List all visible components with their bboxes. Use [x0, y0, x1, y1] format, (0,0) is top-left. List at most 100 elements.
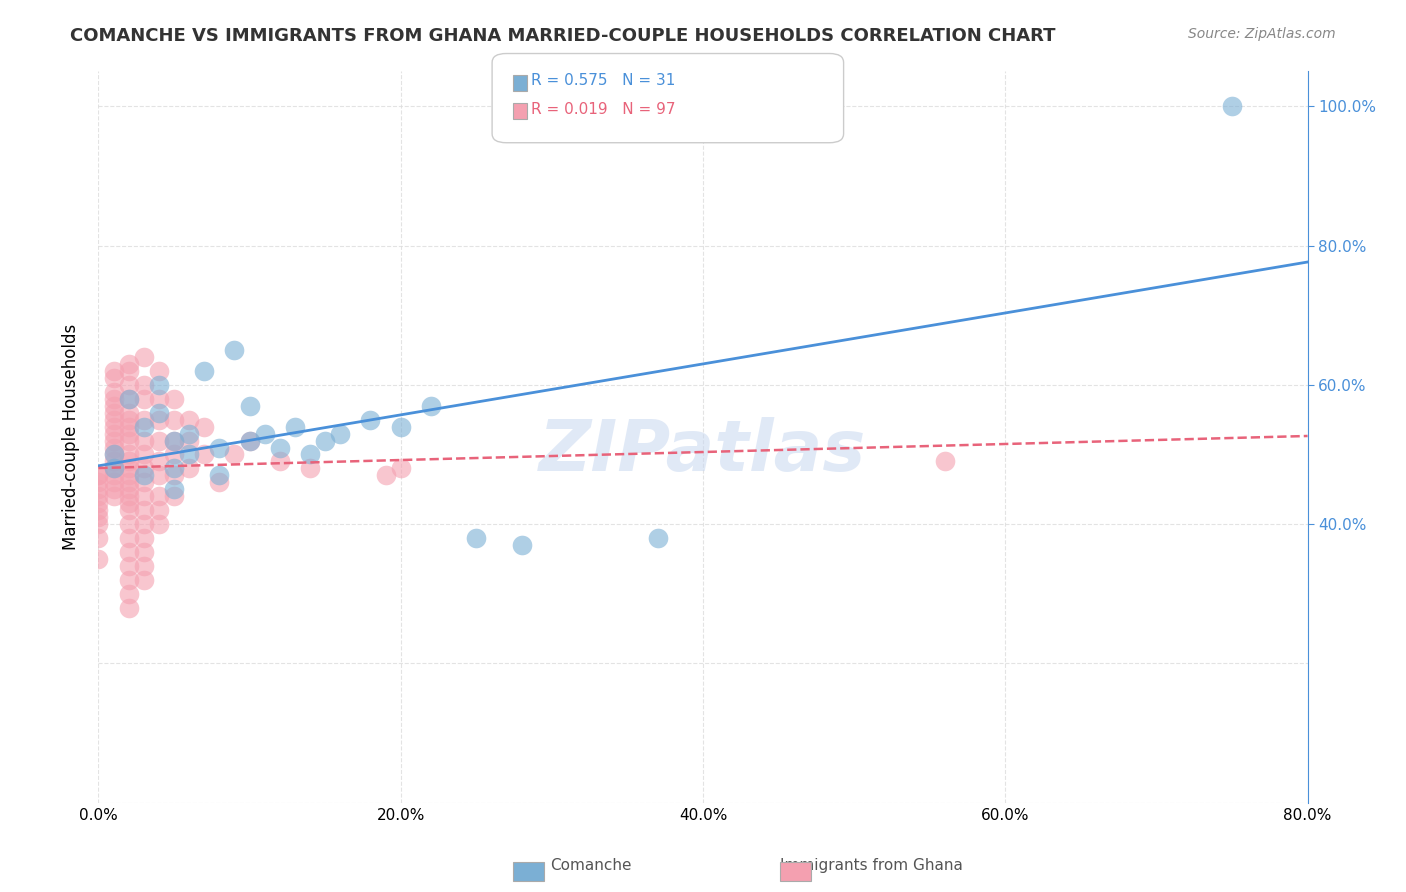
Point	[284, 419, 307, 434]
Point	[224, 343, 246, 357]
Point	[132, 448, 155, 462]
Point	[360, 412, 382, 426]
Point	[299, 448, 322, 462]
Point	[269, 441, 291, 455]
Point	[148, 468, 170, 483]
Point	[163, 448, 186, 462]
Point	[148, 392, 170, 406]
Point	[118, 531, 141, 545]
Point	[118, 496, 141, 510]
Point	[193, 419, 215, 434]
Point	[87, 468, 110, 483]
Point	[329, 426, 352, 441]
Point	[148, 364, 170, 378]
Point	[118, 545, 141, 559]
Point	[103, 441, 125, 455]
Point	[163, 434, 186, 448]
Point	[118, 357, 141, 371]
Point	[87, 510, 110, 524]
Point	[148, 454, 170, 468]
Point	[118, 587, 141, 601]
Point	[132, 489, 155, 503]
Point	[103, 475, 125, 490]
Point	[269, 454, 291, 468]
Point	[118, 377, 141, 392]
Point	[148, 412, 170, 426]
Text: COMANCHE VS IMMIGRANTS FROM GHANA MARRIED-COUPLE HOUSEHOLDS CORRELATION CHART: COMANCHE VS IMMIGRANTS FROM GHANA MARRIE…	[70, 27, 1056, 45]
Point	[118, 392, 141, 406]
Point	[208, 441, 231, 455]
Point	[208, 475, 231, 490]
Point	[148, 489, 170, 503]
Point	[103, 461, 125, 475]
Point	[118, 573, 141, 587]
Point	[132, 419, 155, 434]
Point	[103, 434, 125, 448]
Point	[132, 461, 155, 475]
Text: R = 0.019   N = 97: R = 0.019 N = 97	[531, 102, 676, 117]
Point	[253, 426, 276, 441]
Point	[118, 434, 141, 448]
Point	[118, 558, 141, 573]
Point	[132, 468, 155, 483]
Point	[193, 448, 215, 462]
Point	[163, 434, 186, 448]
Point	[193, 364, 215, 378]
Point	[163, 468, 186, 483]
Point	[132, 377, 155, 392]
Point	[314, 434, 336, 448]
Point	[179, 448, 201, 462]
Point	[118, 448, 141, 462]
Point	[103, 461, 125, 475]
Point	[118, 461, 141, 475]
Point	[389, 419, 412, 434]
Point	[103, 399, 125, 413]
Point	[148, 434, 170, 448]
Point	[118, 475, 141, 490]
Point	[239, 434, 262, 448]
Point	[118, 517, 141, 532]
Point	[208, 468, 231, 483]
Point	[87, 496, 110, 510]
Point	[132, 434, 155, 448]
Point	[118, 426, 141, 441]
Point	[510, 538, 533, 552]
Point	[118, 364, 141, 378]
Point	[389, 461, 412, 475]
Point	[163, 483, 186, 497]
Point	[374, 468, 396, 483]
Point	[118, 600, 141, 615]
Point	[87, 503, 110, 517]
Point	[132, 573, 155, 587]
Point	[132, 475, 155, 490]
Point	[148, 406, 170, 420]
Point	[239, 434, 262, 448]
Point	[179, 412, 201, 426]
Point	[465, 531, 488, 545]
Point	[87, 517, 110, 532]
Point	[103, 364, 125, 378]
Point	[87, 468, 110, 483]
Point	[132, 517, 155, 532]
Point	[118, 412, 141, 426]
Point	[934, 454, 956, 468]
Point	[148, 517, 170, 532]
Text: Source: ZipAtlas.com: Source: ZipAtlas.com	[1188, 27, 1336, 41]
Point	[132, 503, 155, 517]
Point	[87, 489, 110, 503]
Point	[239, 399, 262, 413]
Text: R = 0.575   N = 31: R = 0.575 N = 31	[531, 73, 676, 88]
Point	[118, 503, 141, 517]
Point	[163, 392, 186, 406]
Text: Immigrants from Ghana: Immigrants from Ghana	[780, 858, 963, 872]
Point	[224, 448, 246, 462]
Point	[87, 483, 110, 497]
Point	[647, 531, 669, 545]
Point	[132, 350, 155, 364]
Point	[103, 384, 125, 399]
Point	[148, 377, 170, 392]
Point	[148, 503, 170, 517]
Point	[132, 392, 155, 406]
Point	[179, 426, 201, 441]
Point	[103, 392, 125, 406]
